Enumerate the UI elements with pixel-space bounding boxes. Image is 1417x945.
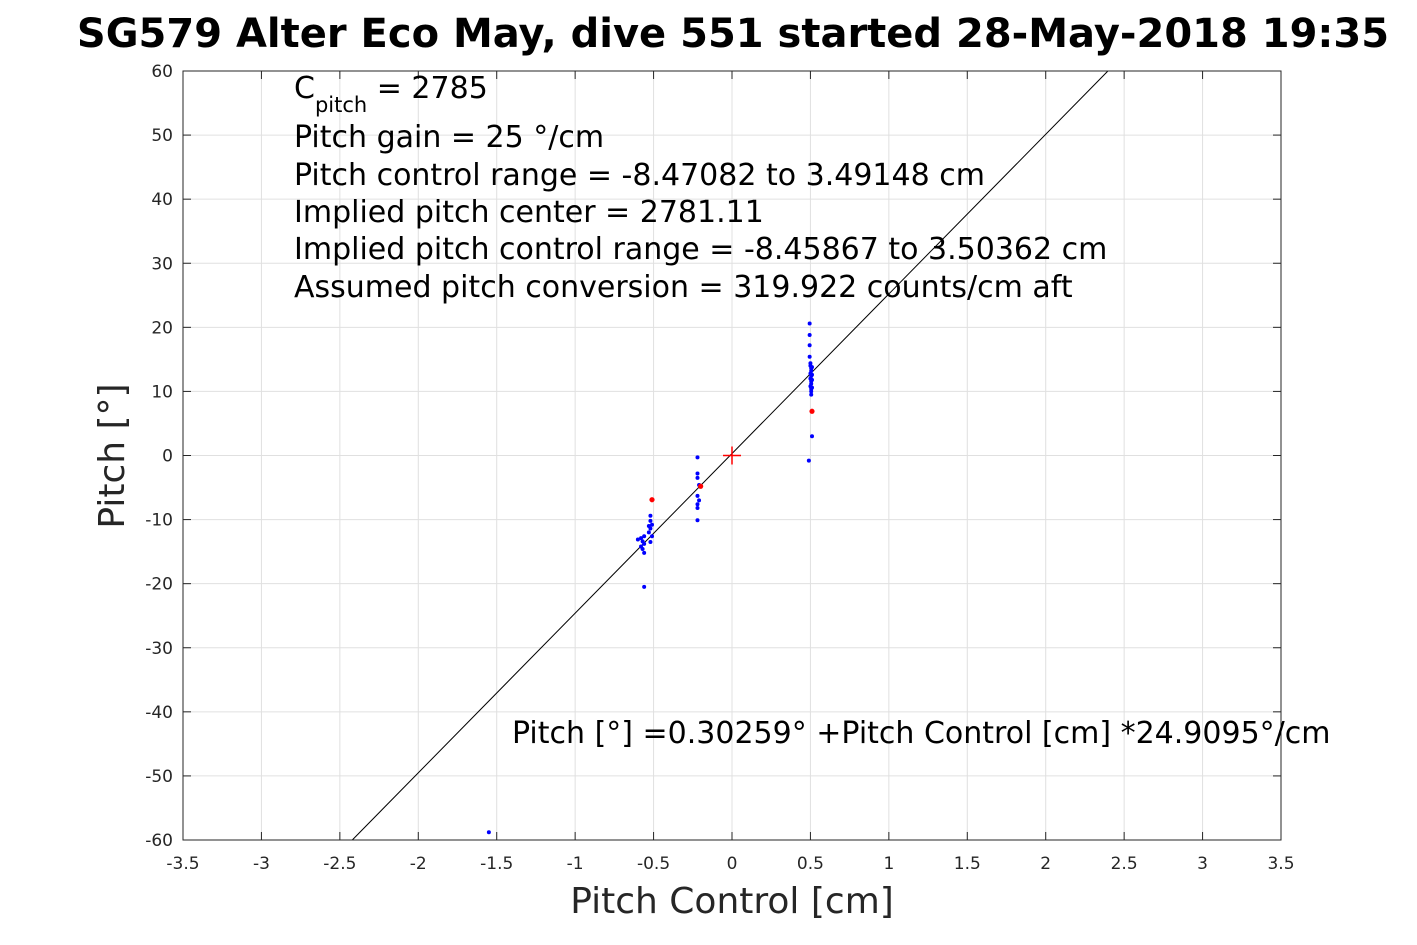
y-tick-label: -10: [145, 511, 173, 531]
x-axis-label: Pitch Control [cm]: [570, 881, 894, 922]
x-tick-label: -1: [567, 854, 584, 874]
x-tick-label: 1.5: [954, 854, 981, 874]
assumed-pitch-conversion-annotation: Assumed pitch conversion = 319.922 count…: [294, 270, 1073, 305]
x-tick-label: 3.5: [1267, 854, 1294, 874]
data-point: [809, 389, 814, 394]
data-point: [809, 377, 814, 382]
y-tick-label: -20: [145, 575, 173, 595]
y-tick-label: -30: [145, 639, 173, 659]
data-point: [806, 458, 811, 463]
center-marker-layer: [723, 446, 741, 465]
data-point: [695, 502, 700, 507]
cpitch-value: = 2785: [367, 71, 488, 106]
data-point: [648, 518, 653, 523]
fit-equation-annotation: Pitch [°] =0.30259° +Pitch Control [cm] …: [512, 716, 1330, 751]
x-tick-label: -0.5: [637, 854, 670, 874]
implied-pitch-center-annotation: Implied pitch center = 2781.11: [294, 195, 764, 230]
data-point: [642, 541, 647, 546]
x-tick-label: 2: [1040, 854, 1051, 874]
data-point: [695, 455, 700, 460]
cpitch-base: C: [294, 71, 315, 106]
y-tick-label: -40: [145, 703, 173, 723]
y-tick-label: 40: [151, 190, 173, 210]
implied-pitch-control-range-annotation: Implied pitch control range = -8.45867 t…: [294, 232, 1107, 267]
data-point: [695, 471, 700, 476]
data-point: [639, 536, 644, 541]
data-point: [807, 354, 812, 359]
y-tick-label: -50: [145, 767, 173, 787]
y-tick-label: 60: [151, 62, 173, 82]
cpitch-annotation: Cpitch = 2785: [294, 71, 488, 117]
x-tick-label: -3.5: [166, 854, 199, 874]
chart-title: SG579 Alter Eco May, dive 551 started 28…: [77, 11, 1389, 57]
y-tick-label: 20: [151, 318, 173, 338]
data-point: [809, 385, 814, 390]
x-tick-label: 2.5: [1111, 854, 1138, 874]
x-tick-label: 0.5: [797, 854, 824, 874]
data-point: [695, 493, 700, 498]
y-tick-label: 30: [151, 254, 173, 274]
data-point: [809, 372, 814, 377]
pitch-gain-annotation: Pitch gain = 25 °/cm: [294, 120, 604, 155]
cpitch-subscript: pitch: [315, 93, 367, 117]
data-point: [807, 343, 812, 348]
x-tick-label: 3: [1197, 854, 1208, 874]
y-tick-label: 50: [151, 126, 173, 146]
data-point: [635, 537, 640, 542]
y-tick-label: -60: [145, 831, 173, 851]
data-point: [695, 518, 700, 523]
data-point: [646, 530, 651, 535]
data-point: [646, 523, 651, 528]
data-point: [809, 434, 814, 439]
data-point: [648, 513, 653, 518]
data-point: [642, 534, 647, 539]
y-tick-label: 10: [151, 382, 173, 402]
x-tick-label: 1: [883, 854, 894, 874]
data-points-layer: [486, 321, 815, 835]
data-point: [695, 506, 700, 511]
x-tick-label: -2: [410, 854, 427, 874]
highlight-point: [649, 497, 655, 503]
data-point: [650, 534, 655, 539]
data-point: [695, 475, 700, 480]
data-point: [807, 321, 812, 326]
x-tick-label: -1.5: [480, 854, 513, 874]
axis-ticks: [182, 70, 1282, 841]
data-point: [642, 584, 647, 589]
x-tick-label: -2.5: [323, 854, 356, 874]
y-tick-label: 0: [162, 447, 173, 467]
x-tick-label: 0: [727, 854, 738, 874]
x-tick-label: -3: [253, 854, 270, 874]
x-tick-labels: -3.5 -3 -2.5 -2 -1.5 -1 -0.5 0 0.5 1 1.5 2 2.5 3 3.5: [166, 854, 1294, 874]
data-point: [642, 550, 647, 555]
highlight-point: [698, 483, 704, 489]
data-point: [809, 365, 814, 370]
data-point: [807, 333, 812, 338]
data-point: [486, 830, 491, 835]
data-point: [650, 522, 655, 527]
y-axis-label: Pitch [°]: [92, 383, 133, 528]
y-tick-labels: -60 -50 -40 -30 -20 -10 0 10 20 30 40 50 60: [145, 62, 173, 851]
highlight-point: [809, 408, 815, 414]
data-point: [640, 547, 645, 552]
parameter-annotations: Cpitch = 2785 Pitch gain = 25 °/cm Pitch…: [294, 71, 1330, 751]
pitch-control-range-annotation: Pitch control range = -8.47082 to 3.4914…: [294, 158, 985, 193]
data-point: [648, 540, 653, 545]
data-point: [697, 498, 702, 503]
data-point: [809, 392, 814, 397]
